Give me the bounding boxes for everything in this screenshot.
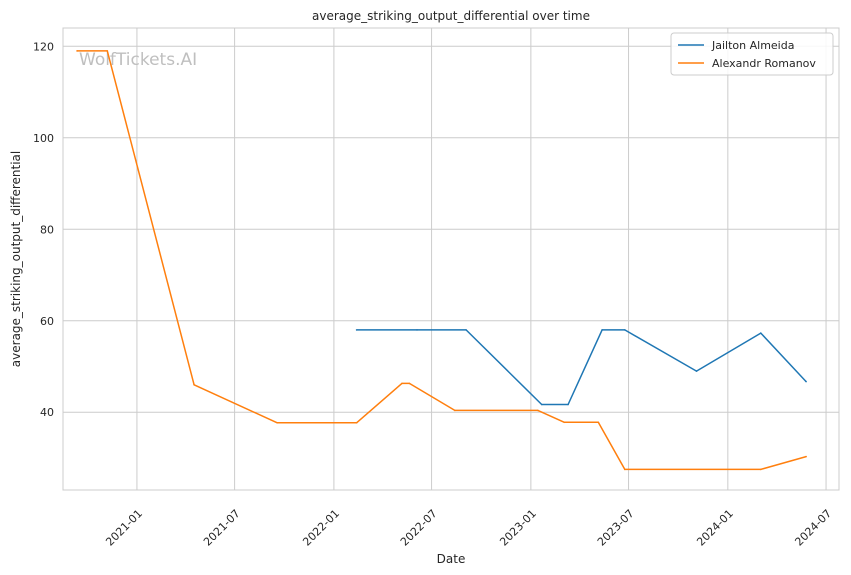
data-point-alexandr-romanov bbox=[597, 421, 600, 424]
y-tick-label: 100 bbox=[33, 132, 54, 145]
y-tick-label: 120 bbox=[33, 40, 54, 53]
data-point-jailton-almeida bbox=[805, 380, 807, 383]
chart-title: average_striking_output_differential ove… bbox=[312, 9, 590, 23]
legend: Jailton Almeida Alexandr Romanov bbox=[670, 32, 834, 76]
data-point-alexandr-romanov bbox=[193, 384, 195, 386]
data-point-alexandr-romanov bbox=[355, 422, 358, 424]
series-lines bbox=[76, 50, 807, 471]
data-point-jailton-almeida bbox=[624, 329, 626, 331]
data-point-alexandr-romanov bbox=[76, 50, 78, 52]
plot-frame bbox=[62, 27, 840, 491]
y-axis-title: average_striking_output_differential bbox=[9, 151, 23, 367]
series-line-alexandr-romanov bbox=[77, 50, 807, 471]
data-point-alexandr-romanov bbox=[276, 422, 279, 424]
data-point-jailton-almeida bbox=[416, 329, 418, 331]
data-point-alexandr-romanov bbox=[537, 409, 539, 412]
data-point-jailton-almeida bbox=[601, 329, 603, 331]
watermark: WolfTickets.AI bbox=[79, 50, 197, 70]
y-tick-label: 80 bbox=[40, 223, 54, 236]
y-tick-label: 60 bbox=[40, 315, 54, 328]
data-point-jailton-almeida bbox=[695, 370, 698, 372]
legend-label-jailton-almeida: Jailton Almeida bbox=[711, 39, 794, 52]
data-point-jailton-almeida bbox=[540, 403, 543, 406]
data-point-jailton-almeida bbox=[355, 329, 358, 331]
y-axis: 40 60 80 100 120 bbox=[33, 40, 54, 419]
y-tick-label: 40 bbox=[40, 406, 54, 419]
data-point-alexandr-romanov bbox=[805, 455, 807, 458]
data-point-jailton-almeida bbox=[567, 403, 569, 406]
legend-box bbox=[670, 32, 834, 76]
data-point-alexandr-romanov bbox=[408, 382, 411, 385]
data-point-alexandr-romanov bbox=[454, 409, 456, 412]
series-line-jailton-almeida bbox=[356, 329, 807, 406]
data-point-jailton-almeida bbox=[760, 332, 762, 334]
grid bbox=[63, 28, 839, 490]
data-point-alexandr-romanov bbox=[106, 50, 109, 52]
data-point-alexandr-romanov bbox=[624, 468, 626, 471]
data-point-alexandr-romanov bbox=[401, 382, 403, 385]
x-axis-title: Date bbox=[437, 552, 466, 566]
data-point-alexandr-romanov bbox=[760, 468, 762, 471]
legend-label-alexandr-romanov: Alexandr Romanov bbox=[712, 57, 816, 70]
data-point-jailton-almeida bbox=[465, 329, 467, 331]
data-point-alexandr-romanov bbox=[563, 421, 566, 424]
